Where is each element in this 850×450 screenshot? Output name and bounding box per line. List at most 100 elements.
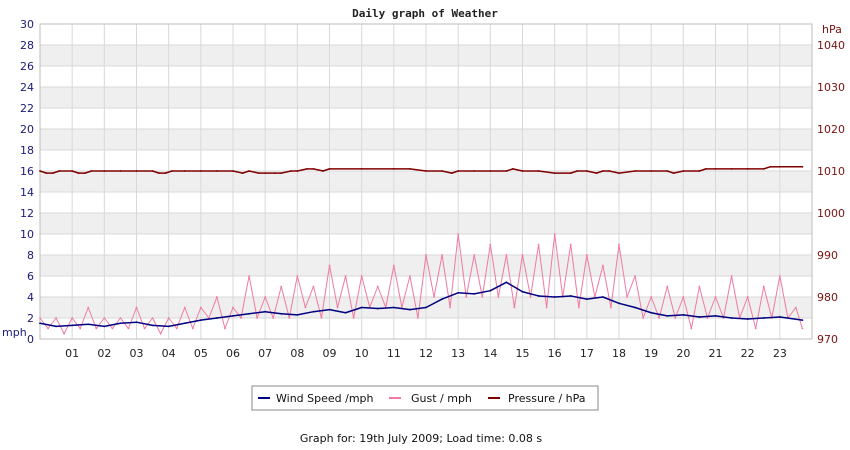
data-point [409,308,411,311]
data-point [762,168,765,170]
series-segment [401,275,411,308]
data-point [296,275,299,277]
series-segment [747,296,757,329]
data-point [441,254,443,256]
data-point [360,306,363,309]
series-segment [489,281,507,292]
data-point [585,254,588,256]
data-point [457,170,460,172]
data-point [224,327,226,330]
series-segment [433,254,443,298]
data-point [191,327,194,330]
series-segment [39,322,57,328]
series-segment [385,265,395,308]
data-point [71,317,74,319]
left-tick-label: 8 [27,249,34,262]
series-segment [626,275,636,298]
data-point [698,316,701,318]
data-point [39,170,41,172]
data-point [119,170,122,172]
data-point [256,317,259,319]
series-segment [505,254,515,308]
series-segment [651,312,668,317]
series-segment [506,168,514,172]
data-point [801,327,804,330]
series-segment [84,170,92,174]
data-point [714,168,717,170]
series-segment [152,324,169,328]
series-group [39,281,804,328]
data-point [602,296,604,298]
data-point [714,296,717,298]
data-point [232,306,234,309]
series-segment [763,286,773,319]
series-segment [578,254,588,308]
data-point [175,327,178,330]
series-segment [312,286,322,319]
series-segment [596,170,604,174]
data-point [505,170,508,172]
data-point [698,170,701,172]
series-segment [474,289,491,295]
series-segment [673,170,684,174]
left-tick-label: 24 [20,81,34,94]
data-point [328,264,331,267]
data-point [650,170,653,172]
series-segment [731,317,748,320]
series-segment [522,254,532,298]
data-point [634,170,636,172]
series-segment [530,244,540,298]
data-point [666,170,669,172]
series-segment [242,170,250,174]
series-segment [634,275,644,319]
series-segment [586,296,604,300]
series-segment [232,170,243,174]
x-axis-ticks: 01 02 03 04 05 06 07 08 09 10 11 12 13 14 15 16 17 18 19 20… [65,347,787,360]
series-segment [586,254,596,298]
series-segment [489,244,499,298]
series-segment [120,321,137,324]
series-segment [473,254,483,298]
left-tick-label: 18 [20,144,34,157]
data-point [183,322,186,325]
series-segment [281,313,298,316]
series-segment [165,170,173,174]
series-group [39,233,804,335]
right-tick-label: 1040 [817,39,845,52]
data-point [344,275,347,277]
data-point [264,296,267,298]
data-point [167,317,170,319]
series-segment [208,296,218,319]
series-segment [377,286,387,308]
x-tick-label: 19 [644,347,658,360]
series-segment [779,275,789,319]
series-segment [425,298,443,309]
data-point [481,296,484,298]
series-segment [715,296,725,319]
series-segment [465,254,475,298]
right-axis-unit: hPa [822,23,842,36]
data-point [537,243,540,246]
series-segment [232,313,250,317]
series-segment [441,292,459,300]
data-point [79,327,82,330]
left-tick-label: 22 [20,102,34,115]
data-point [272,317,275,319]
data-point [392,306,395,309]
data-point [754,327,757,330]
series-segment [47,317,57,329]
chart-title: Daily graph of Weather [352,7,498,20]
series-segment [618,244,628,298]
series-segment [322,168,330,172]
series-segment [506,281,523,293]
series-segment [304,286,314,308]
data-point [111,327,114,330]
data-point [801,319,804,321]
data-point [762,317,765,319]
data-point [746,296,749,298]
data-point [376,285,379,288]
data-point [248,275,250,277]
data-point [553,296,556,298]
data-point [352,317,355,319]
series-segment [216,296,226,329]
